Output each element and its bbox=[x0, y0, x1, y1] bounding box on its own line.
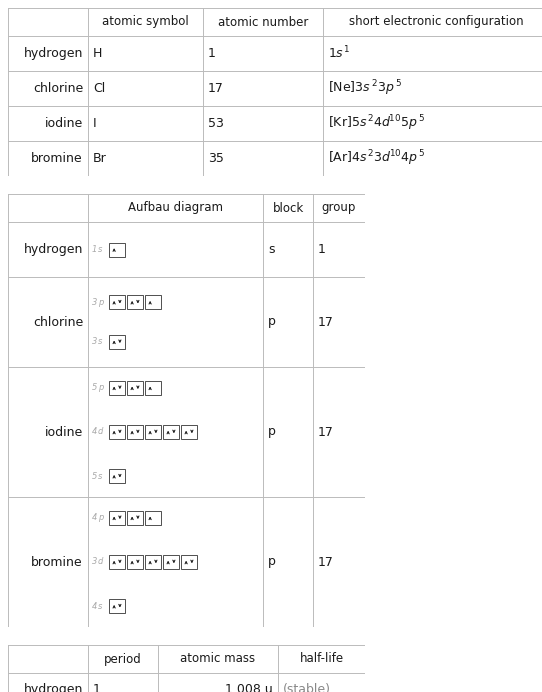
Text: $1s^1$: $1s^1$ bbox=[328, 45, 350, 62]
Text: s: s bbox=[98, 472, 102, 481]
Bar bbox=[109, 295, 125, 309]
Text: Aufbau diagram: Aufbau diagram bbox=[128, 201, 223, 215]
Text: 3: 3 bbox=[92, 298, 98, 307]
Text: 4: 4 bbox=[92, 428, 98, 437]
Text: hydrogen: hydrogen bbox=[24, 243, 83, 256]
Bar bbox=[109, 511, 125, 525]
Text: Br: Br bbox=[93, 152, 107, 165]
Text: d: d bbox=[98, 428, 104, 437]
Text: H: H bbox=[93, 47, 102, 60]
Text: 1: 1 bbox=[318, 243, 326, 256]
Bar bbox=[163, 425, 179, 439]
Text: block: block bbox=[273, 201, 304, 215]
Text: iodine: iodine bbox=[45, 117, 83, 130]
Bar bbox=[127, 381, 143, 395]
Text: 1: 1 bbox=[208, 47, 216, 60]
Text: d: d bbox=[98, 558, 104, 567]
Text: $\mathrm{[Ar]}4s^{\,2}3d^{\!10}4p^{\,5}$: $\mathrm{[Ar]}4s^{\,2}3d^{\!10}4p^{\,5}$ bbox=[328, 149, 425, 168]
Bar bbox=[109, 599, 125, 613]
Text: 1: 1 bbox=[92, 245, 98, 254]
Bar bbox=[145, 511, 161, 525]
Text: chlorine: chlorine bbox=[33, 82, 83, 95]
Text: short electronic configuration: short electronic configuration bbox=[349, 15, 524, 28]
Text: s: s bbox=[98, 245, 102, 254]
Text: 1: 1 bbox=[93, 683, 101, 692]
Text: hydrogen: hydrogen bbox=[24, 47, 83, 60]
Text: $\mathrm{[Kr]}5s^{\,2}4d^{\!10}5p^{\,5}$: $\mathrm{[Kr]}5s^{\,2}4d^{\!10}5p^{\,5}$ bbox=[328, 113, 425, 134]
Bar bbox=[127, 555, 143, 569]
Text: 53: 53 bbox=[208, 117, 224, 130]
Text: 17: 17 bbox=[208, 82, 224, 95]
Bar bbox=[109, 469, 125, 483]
Bar bbox=[127, 425, 143, 439]
Text: p: p bbox=[98, 513, 104, 522]
Text: 17: 17 bbox=[318, 316, 334, 329]
Bar bbox=[109, 381, 125, 395]
Bar bbox=[181, 555, 197, 569]
Bar bbox=[109, 425, 125, 439]
Text: Cl: Cl bbox=[93, 82, 105, 95]
Text: atomic mass: atomic mass bbox=[180, 653, 256, 666]
Text: p: p bbox=[268, 556, 276, 569]
Text: 3: 3 bbox=[92, 337, 98, 346]
Text: bromine: bromine bbox=[31, 556, 83, 569]
Text: I: I bbox=[93, 117, 96, 130]
Text: 5: 5 bbox=[92, 472, 98, 481]
Text: hydrogen: hydrogen bbox=[24, 683, 83, 692]
Text: s: s bbox=[98, 337, 102, 346]
Bar bbox=[109, 335, 125, 349]
Text: iodine: iodine bbox=[45, 426, 83, 439]
Bar bbox=[145, 381, 161, 395]
Text: atomic number: atomic number bbox=[218, 15, 308, 28]
Text: 3: 3 bbox=[92, 558, 98, 567]
Text: $\mathrm{[Ne]}3s^{\,2}3p^{\,5}$: $\mathrm{[Ne]}3s^{\,2}3p^{\,5}$ bbox=[328, 79, 402, 98]
Bar bbox=[145, 425, 161, 439]
Bar bbox=[163, 555, 179, 569]
Text: chlorine: chlorine bbox=[33, 316, 83, 329]
Bar bbox=[181, 425, 197, 439]
Text: group: group bbox=[322, 201, 356, 215]
Text: (stable): (stable) bbox=[283, 683, 331, 692]
Text: 4: 4 bbox=[92, 602, 98, 611]
Text: 4: 4 bbox=[92, 513, 98, 522]
Text: 5: 5 bbox=[92, 383, 98, 392]
Text: 1.008 u: 1.008 u bbox=[225, 683, 273, 692]
Bar bbox=[127, 295, 143, 309]
Text: atomic symbol: atomic symbol bbox=[102, 15, 189, 28]
Text: p: p bbox=[98, 298, 104, 307]
Bar bbox=[109, 555, 125, 569]
Text: period: period bbox=[104, 653, 142, 666]
Text: p: p bbox=[268, 316, 276, 329]
Text: 35: 35 bbox=[208, 152, 224, 165]
Bar bbox=[109, 242, 125, 257]
Text: p: p bbox=[98, 383, 104, 392]
Bar bbox=[127, 511, 143, 525]
Bar bbox=[145, 295, 161, 309]
Bar bbox=[145, 555, 161, 569]
Text: s: s bbox=[268, 243, 274, 256]
Text: 17: 17 bbox=[318, 556, 334, 569]
Text: half-life: half-life bbox=[299, 653, 344, 666]
Text: bromine: bromine bbox=[31, 152, 83, 165]
Text: 17: 17 bbox=[318, 426, 334, 439]
Text: p: p bbox=[268, 426, 276, 439]
Text: s: s bbox=[98, 602, 102, 611]
